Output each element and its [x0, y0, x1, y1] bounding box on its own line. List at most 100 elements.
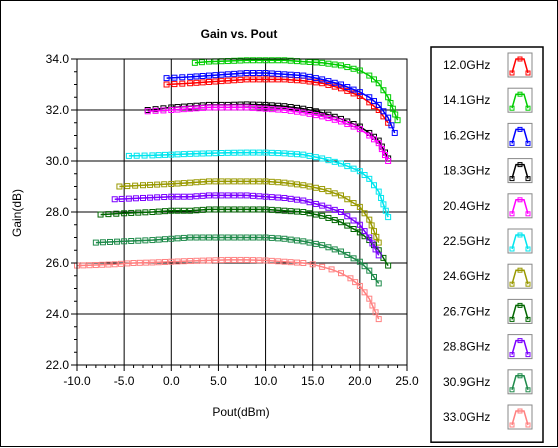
data-point — [161, 181, 168, 188]
data-point — [262, 101, 269, 108]
data-point — [375, 80, 382, 87]
data-point — [338, 160, 344, 167]
data-point — [256, 257, 263, 264]
data-point — [294, 104, 300, 111]
data-point — [111, 196, 118, 203]
legend-label: 30.9GHz — [443, 375, 490, 389]
data-point — [250, 206, 256, 213]
data-point — [218, 206, 225, 213]
data-point — [344, 64, 351, 71]
data-point — [369, 302, 376, 309]
data-point — [268, 206, 275, 213]
data-point — [180, 151, 187, 158]
data-point — [180, 106, 187, 113]
data-point — [319, 263, 326, 270]
x-tick-label: -5.0 — [114, 374, 135, 388]
data-point — [319, 109, 326, 116]
data-point — [149, 209, 156, 215]
data-point — [262, 105, 269, 112]
data-point — [375, 316, 382, 323]
legend-swatch-marker — [525, 105, 531, 111]
data-point — [198, 59, 205, 66]
legend-swatch-marker — [509, 352, 515, 358]
series-line — [76, 259, 380, 320]
data-point — [256, 149, 263, 156]
data-point — [193, 193, 200, 200]
data-point — [187, 150, 194, 157]
data-point — [325, 81, 332, 88]
data-point — [312, 200, 319, 207]
x-tick-label: 20.0 — [348, 374, 372, 388]
data-point — [373, 233, 380, 240]
data-point — [155, 236, 162, 243]
data-point — [275, 70, 282, 77]
data-point — [268, 70, 275, 77]
y-axis-title: Gain(dB) — [10, 189, 24, 237]
data-point — [319, 59, 326, 66]
data-point — [250, 178, 256, 185]
data-point — [312, 154, 319, 161]
data-point — [224, 104, 231, 111]
data-point — [312, 112, 319, 119]
series-line — [194, 59, 399, 121]
data-point — [237, 70, 244, 77]
data-point — [375, 280, 382, 287]
data-point — [262, 193, 269, 200]
legend-swatch-marker — [525, 176, 531, 182]
legend-swatch-marker — [509, 246, 515, 252]
legend-swatch-marker — [517, 232, 523, 238]
data-point — [168, 193, 175, 200]
legend-swatch-marker — [509, 281, 515, 287]
data-point — [325, 204, 332, 211]
data-point — [199, 150, 206, 157]
data-point — [281, 194, 288, 201]
data-point — [171, 81, 178, 88]
data-point — [281, 150, 288, 157]
data-point — [325, 111, 332, 118]
data-point — [144, 108, 151, 115]
data-point — [281, 107, 288, 113]
data-point — [331, 206, 338, 213]
data-point — [180, 207, 187, 214]
data-point — [372, 246, 379, 253]
legend-swatch-line — [511, 163, 529, 179]
data-point — [149, 237, 156, 244]
data-point — [218, 178, 225, 185]
data-point — [325, 60, 332, 67]
series-line — [166, 78, 389, 124]
x-tick-label: 25.0 — [395, 374, 419, 388]
data-point — [350, 123, 357, 130]
series-33.0GHz — [74, 256, 382, 323]
data-point — [325, 78, 332, 85]
data-point — [312, 59, 319, 66]
data-point — [135, 237, 142, 244]
data-point — [212, 234, 219, 241]
data-point — [92, 262, 99, 269]
data-point — [356, 221, 363, 228]
legend-swatch-marker — [517, 302, 523, 308]
data-point — [275, 150, 282, 157]
data-point — [206, 150, 212, 157]
data-point — [163, 75, 170, 82]
legend-swatch-marker — [525, 70, 531, 76]
data-point — [243, 178, 250, 185]
data-point — [371, 98, 377, 105]
data-point — [243, 149, 250, 156]
data-point — [312, 79, 319, 86]
data-point — [206, 234, 212, 241]
data-point — [368, 222, 375, 229]
data-point — [287, 208, 294, 215]
y-tick-label: 26.0 — [46, 256, 70, 270]
data-point — [256, 193, 263, 200]
data-point — [338, 85, 344, 92]
data-point — [193, 79, 200, 86]
series-12.0GHz — [163, 76, 392, 126]
data-point — [262, 257, 269, 264]
legend-swatch-marker — [525, 387, 531, 393]
data-point — [250, 57, 256, 64]
data-point — [193, 234, 200, 241]
data-point — [275, 102, 282, 109]
data-point — [344, 213, 351, 220]
data-point — [250, 234, 256, 241]
data-point — [306, 183, 313, 190]
